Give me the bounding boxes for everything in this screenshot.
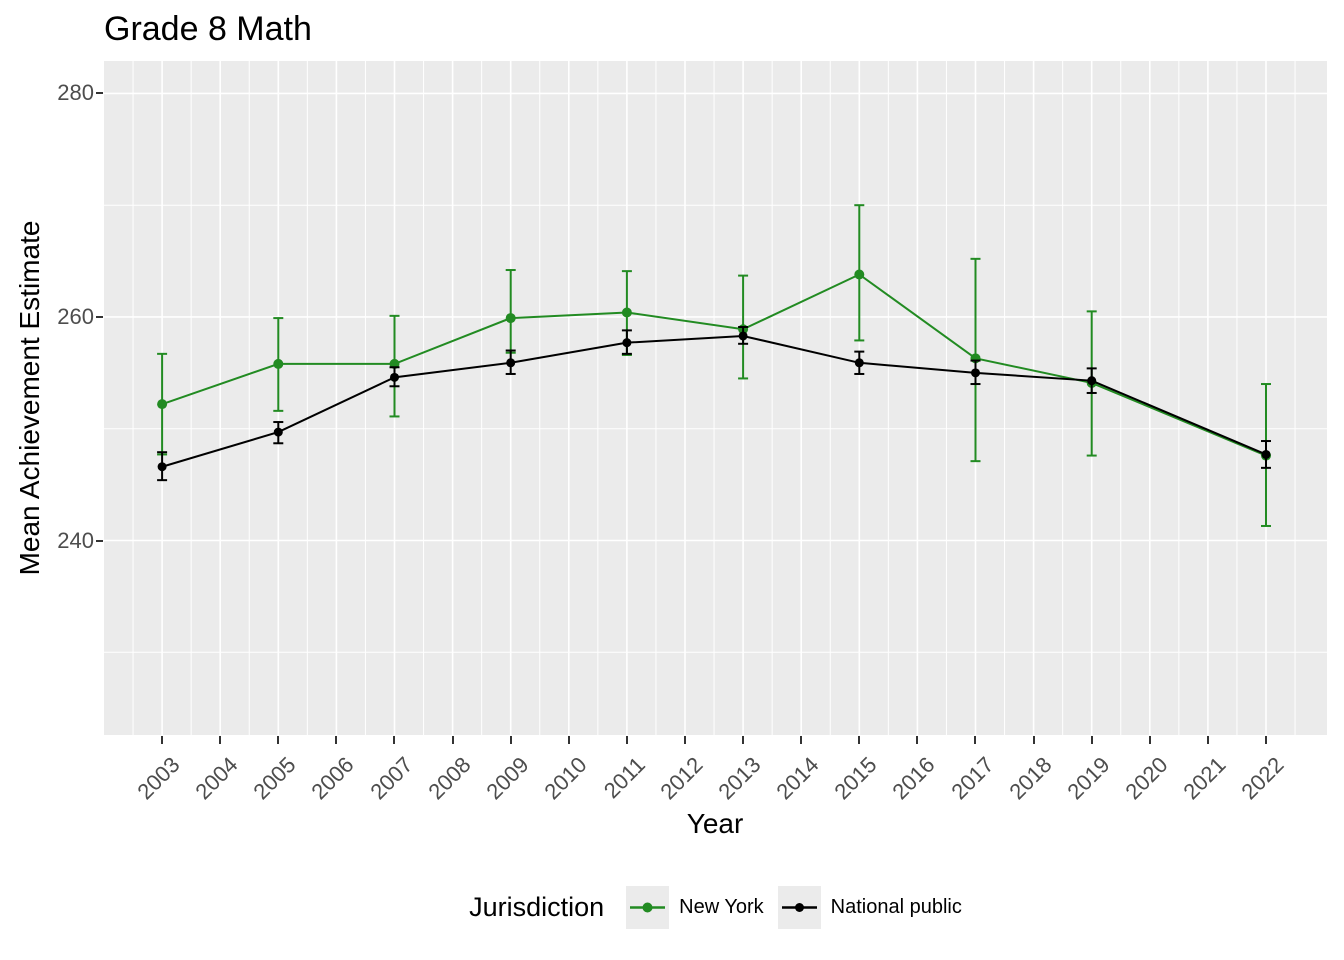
legend-item-new-york: New York (626, 885, 764, 929)
data-point-national-public (622, 338, 632, 348)
x-tick-mark (800, 736, 803, 744)
x-tick-mark (916, 736, 919, 744)
x-tick-label: 2019 (1062, 752, 1115, 805)
x-tick-mark (219, 736, 222, 744)
y-tick-mark (96, 539, 103, 542)
data-point-national-public (738, 331, 748, 341)
series-line-national-public (161, 334, 1267, 468)
x-tick-label: 2022 (1236, 752, 1289, 805)
x-tick-label: 2018 (1003, 752, 1057, 805)
y-axis-title: Mean Achievement Estimate (14, 220, 45, 576)
x-tick-label: 2021 (1178, 752, 1231, 805)
x-tick-label: 2010 (539, 752, 592, 805)
x-tick-label: 2012 (655, 752, 708, 805)
x-tick-mark (335, 736, 338, 744)
x-tick-mark (451, 736, 454, 744)
series-line-new-york (161, 273, 1267, 457)
x-tick-mark (974, 736, 977, 744)
y-tick-label: 260 (57, 303, 94, 329)
plot-panel (104, 61, 1327, 735)
data-point-national-public (389, 372, 399, 382)
x-tick-mark (277, 736, 280, 744)
x-tick-mark (625, 736, 628, 744)
x-tick-label: 2014 (771, 752, 824, 805)
x-axis-title: Year (686, 808, 744, 839)
y-tick-label: 280 (57, 80, 94, 106)
x-tick-label: 2013 (713, 752, 766, 805)
x-tick-label: 2006 (306, 752, 360, 805)
data-point-new-york (157, 399, 168, 410)
x-tick-mark (1206, 736, 1209, 744)
x-tick-mark (1090, 736, 1093, 744)
data-point-new-york (273, 358, 284, 369)
legend-title: Jurisdiction (469, 891, 605, 922)
legend-label: National public (830, 895, 962, 918)
y-tick-label: 240 (57, 527, 94, 553)
x-tick-label: 2008 (422, 752, 476, 805)
x-tick-label: 2009 (481, 752, 534, 805)
x-tick-mark (858, 736, 861, 744)
x-tick-label: 2003 (132, 752, 185, 805)
legend: Jurisdiction New York National public (104, 876, 1327, 938)
x-tick-label: 2011 (598, 752, 650, 804)
x-tick-label: 2016 (887, 752, 941, 805)
x-tick-mark (742, 736, 745, 744)
data-point-national-public (970, 368, 980, 378)
x-tick-mark (509, 736, 512, 744)
data-point-national-public (157, 462, 167, 472)
data-point-national-public (1261, 449, 1271, 459)
x-tick-mark (1148, 736, 1151, 744)
data-point-new-york (621, 307, 632, 318)
data-point-new-york (505, 313, 516, 324)
x-tick-label: 2004 (190, 752, 243, 805)
x-tick-mark (567, 736, 570, 744)
x-tick-label: 2005 (248, 752, 301, 805)
data-point-new-york (854, 269, 865, 280)
x-tick-label: 2020 (1120, 752, 1173, 805)
data-point-national-public (854, 358, 864, 368)
legend-key-new-york-icon (626, 885, 670, 929)
legend-item-national-public: National public (777, 885, 962, 929)
chart-svg (104, 61, 1327, 735)
x-tick-mark (393, 736, 396, 744)
data-point-national-public (273, 427, 283, 437)
y-tick-mark (96, 92, 103, 95)
legend-key-national-public-icon (777, 885, 821, 929)
data-point-national-public (1087, 376, 1097, 386)
x-tick-mark (1032, 736, 1035, 744)
data-point-national-public (506, 358, 516, 368)
x-tick-mark (683, 736, 686, 744)
y-tick-mark (96, 315, 103, 318)
x-tick-label: 2017 (945, 752, 999, 805)
x-tick-label: 2015 (829, 752, 882, 805)
chart-title: Grade 8 Math (104, 10, 312, 48)
x-tick-mark (161, 736, 164, 744)
legend-label: New York (679, 895, 764, 918)
x-tick-mark (1264, 736, 1267, 744)
x-tick-label: 2007 (364, 752, 418, 805)
